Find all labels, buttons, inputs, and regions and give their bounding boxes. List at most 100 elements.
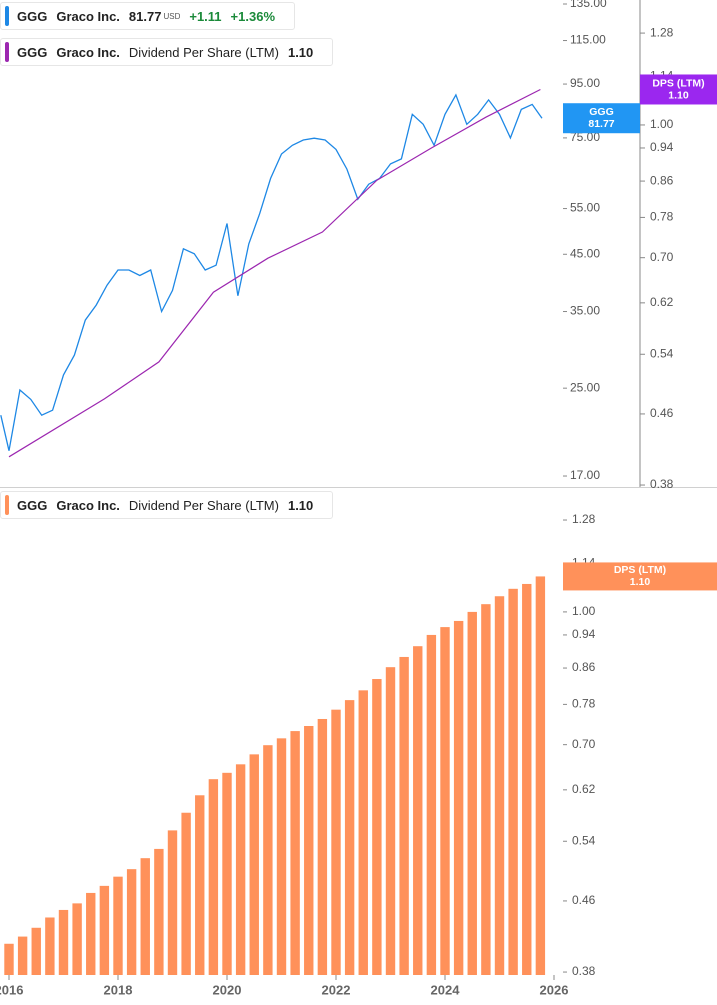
y2-tick-label: 1.28: [650, 25, 674, 39]
series-name: Dividend Per Share (LTM): [128, 44, 279, 60]
y2-tick-label: 1.00: [650, 117, 674, 131]
y-tick-label: 1.28: [572, 512, 596, 526]
y-tick-label: 0.54: [572, 833, 596, 847]
y2-tick-label: 0.94: [650, 140, 674, 154]
y2-tick-label: 0.38: [650, 477, 674, 491]
x-tick-label: 2016: [0, 982, 23, 997]
y-tick-label: 35.00: [570, 304, 600, 318]
x-tick-label: 2022: [322, 982, 351, 997]
bar: [481, 604, 491, 975]
bar: [208, 779, 219, 975]
bar-legend: GGG Graco Inc. Dividend Per Share (LTM) …: [0, 491, 334, 519]
y-tick-label: 0.70: [572, 737, 596, 751]
bar: [17, 936, 28, 975]
symbol: GGG: [17, 497, 48, 513]
company: Graco Inc.: [56, 497, 120, 513]
y-tick-label: 0.46: [572, 893, 596, 907]
tag-label: DPS (LTM): [652, 77, 704, 89]
bar: [181, 812, 191, 975]
y2-tick-label: 0.62: [650, 295, 674, 309]
tag-label: DPS (LTM): [614, 564, 666, 576]
legend-swatch: [5, 42, 9, 62]
bar: [372, 679, 382, 975]
bar: [86, 892, 96, 975]
y-tick-label: 55.00: [570, 201, 600, 215]
bar: [399, 656, 409, 975]
y2-tick-label: 0.54: [650, 346, 674, 360]
currency: USD: [163, 11, 181, 21]
change-pct: +1.36%: [230, 8, 275, 24]
bar: [440, 627, 450, 975]
bar: [126, 869, 137, 975]
tag-value: 1.10: [630, 576, 651, 588]
y-tick-label: 95.00: [570, 76, 600, 90]
bar: [99, 885, 110, 975]
company: Graco Inc.: [56, 44, 120, 60]
bar: [426, 634, 437, 975]
bar: [195, 795, 205, 975]
legend-swatch: [5, 495, 9, 515]
y-tick-label: 0.62: [572, 782, 596, 796]
y-tick-label: 25.00: [570, 380, 600, 394]
y-tick-label: 75.00: [570, 130, 600, 144]
y2-tick-label: 0.70: [650, 250, 674, 264]
bar: [317, 718, 328, 975]
price-tag: [640, 74, 717, 105]
tag-value: 81.77: [588, 118, 614, 130]
price-legend: GGG Graco Inc. 81.77 USD +1.11 +1.36%: [0, 2, 295, 30]
bar: [358, 690, 368, 975]
price: 81.77: [128, 8, 162, 24]
bar: [154, 848, 164, 975]
series-name: Dividend Per Share (LTM): [128, 497, 279, 513]
y-tick-label: 0.86: [572, 660, 596, 674]
bar: [140, 858, 150, 975]
bar: [167, 830, 178, 975]
y-tick-label: 0.94: [572, 627, 596, 641]
bar: [263, 745, 273, 975]
legend-swatch: [5, 6, 9, 26]
bar: [535, 576, 546, 975]
bar: [508, 588, 518, 975]
x-tick-label: 2018: [104, 982, 133, 997]
y-tick-label: 1.00: [572, 604, 596, 618]
bar: [45, 917, 55, 975]
bar: [249, 754, 259, 975]
bar: [385, 667, 396, 975]
series-line: [0, 93, 543, 451]
company: Graco Inc.: [56, 8, 120, 24]
tag-label: GGG: [589, 106, 614, 118]
y-tick-label: 0.38: [572, 964, 596, 978]
y-tick-label: 115.00: [570, 33, 606, 47]
bar: [467, 611, 477, 975]
legend-value: 1.10: [287, 497, 314, 513]
bar: [276, 738, 287, 975]
x-tick-label: 2024: [431, 982, 461, 997]
tag-value: 1.10: [668, 89, 689, 101]
bar: [453, 620, 464, 975]
price-tag: [563, 103, 640, 134]
bar: [113, 876, 123, 975]
bar: [413, 646, 423, 975]
y-tick-label: 17.00: [570, 468, 600, 482]
y2-tick-label: 0.78: [650, 210, 674, 224]
bar: [222, 772, 232, 975]
bar: [304, 725, 314, 975]
bar: [58, 909, 69, 975]
bar: [344, 700, 355, 975]
bar: [4, 943, 14, 975]
x-tick-label: 2026: [540, 982, 569, 997]
y-tick-label: 135.00: [570, 0, 607, 10]
x-tick-label: 2020: [213, 982, 242, 997]
change: +1.11: [189, 8, 222, 24]
y2-tick-label: 0.86: [650, 173, 674, 187]
bar: [72, 903, 82, 975]
bar: [31, 927, 41, 975]
price-tag: [563, 562, 717, 591]
bar: [522, 583, 532, 975]
y-tick-label: 0.78: [572, 697, 596, 711]
y-tick-label: 45.00: [570, 246, 600, 260]
legend-value: 1.10: [287, 44, 314, 60]
bar: [235, 764, 246, 975]
